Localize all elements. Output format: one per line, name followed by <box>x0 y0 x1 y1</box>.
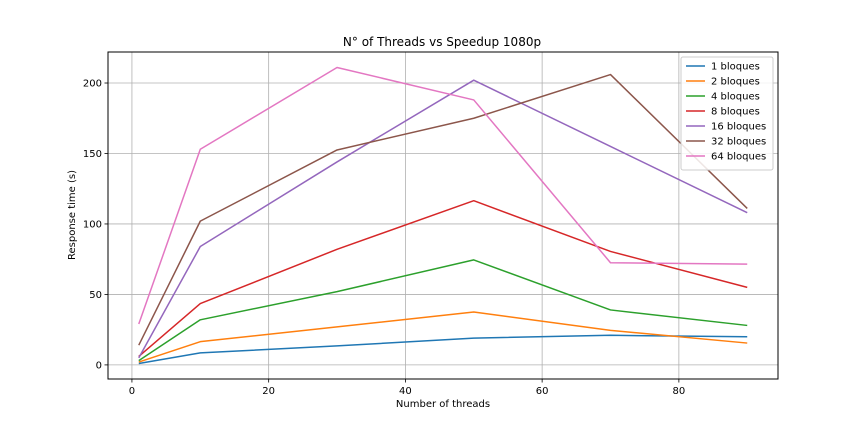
x-tick-label: 0 <box>129 386 135 397</box>
series-line-2-bloques <box>138 311 748 363</box>
x-tick-label: 20 <box>262 386 275 397</box>
legend-label: 32 bloques <box>711 137 766 148</box>
y-tick-label: 100 <box>83 219 102 230</box>
series-line-8-bloques <box>138 199 748 358</box>
series-line-16-bloques <box>138 79 748 359</box>
chart-title: N° of Threads vs Speedup 1080p <box>343 35 541 49</box>
series-line-1-bloques <box>138 334 748 365</box>
y-tick-label: 150 <box>83 149 102 160</box>
legend-label: 16 bloques <box>711 122 766 133</box>
legend-label: 64 bloques <box>711 152 766 163</box>
grid <box>108 52 778 379</box>
x-tick-label: 40 <box>399 386 412 397</box>
x-axis-label: Number of threads <box>396 399 490 410</box>
y-tick-label: 0 <box>96 360 102 371</box>
series-line-4-bloques <box>138 259 748 362</box>
series-line-32-bloques <box>138 73 748 346</box>
x-tick-label: 60 <box>536 386 549 397</box>
y-tick-label: 200 <box>83 79 102 90</box>
x-tick-label: 80 <box>673 386 686 397</box>
legend-label: 2 bloques <box>711 77 760 88</box>
legend-label: 4 bloques <box>711 92 760 103</box>
axis-ticks: 0 20 40 60 80 0 50 100 150 200 <box>83 79 685 397</box>
legend-label: 1 bloques <box>711 62 760 73</box>
legend-label: 8 bloques <box>711 107 760 118</box>
series-line-64-bloques <box>138 66 748 325</box>
y-tick-label: 50 <box>89 290 102 301</box>
plot-frame <box>107 51 779 380</box>
legend: 1 bloques 2 bloques 4 bloques 8 bloques 16 b… <box>680 56 774 171</box>
series-lines <box>138 66 748 365</box>
y-axis-label: Response time (s) <box>67 170 78 260</box>
